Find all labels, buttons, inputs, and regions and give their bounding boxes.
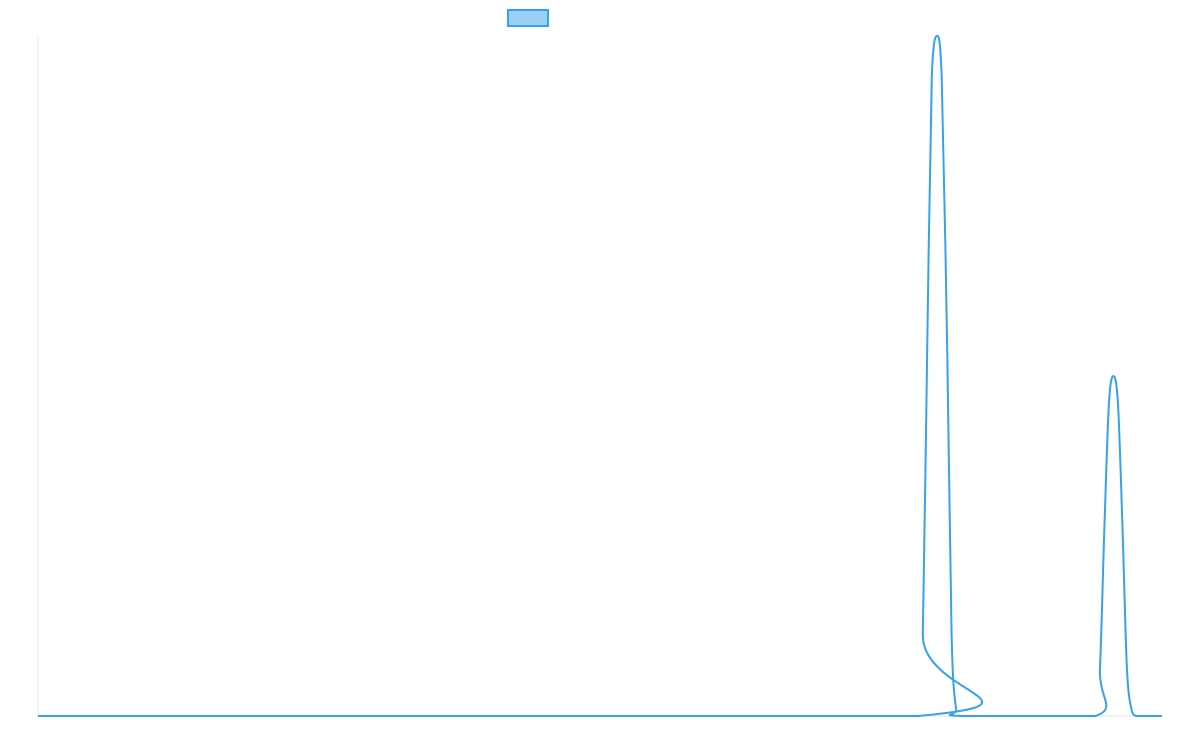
chart-axes: [37, 36, 1162, 717]
plot-area: [38, 35, 1162, 718]
legend-swatch-0[interactable]: [507, 9, 549, 27]
legend[interactable]: [507, 9, 549, 27]
series-line-0: [38, 35, 1162, 718]
